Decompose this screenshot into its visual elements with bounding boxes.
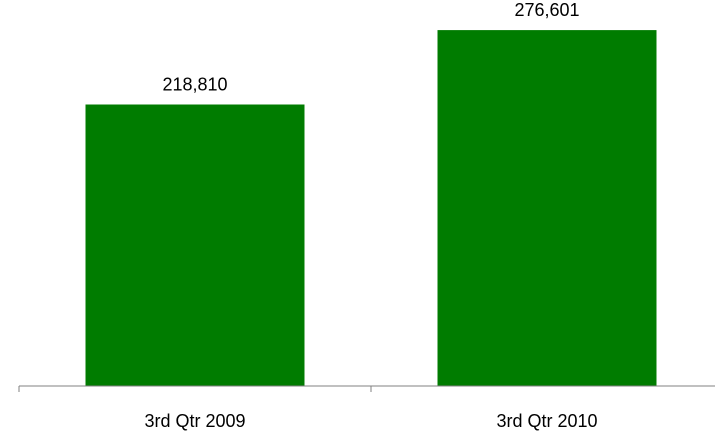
x-tick-label-2: 3rd Qtr 2010	[496, 411, 597, 431]
bar-1	[85, 104, 305, 386]
x-tick-labels-group: 3rd Qtr 2009 3rd Qtr 2010	[144, 411, 597, 431]
x-axis	[18, 385, 715, 392]
x-tick-label-1: 3rd Qtr 2009	[144, 411, 245, 431]
value-label-2: 276,601	[514, 0, 579, 20]
value-label-1: 218,810	[162, 75, 227, 95]
bars-group	[85, 30, 657, 386]
bar-2	[437, 30, 657, 386]
value-labels-group: 218,810 276,601	[162, 0, 579, 94]
